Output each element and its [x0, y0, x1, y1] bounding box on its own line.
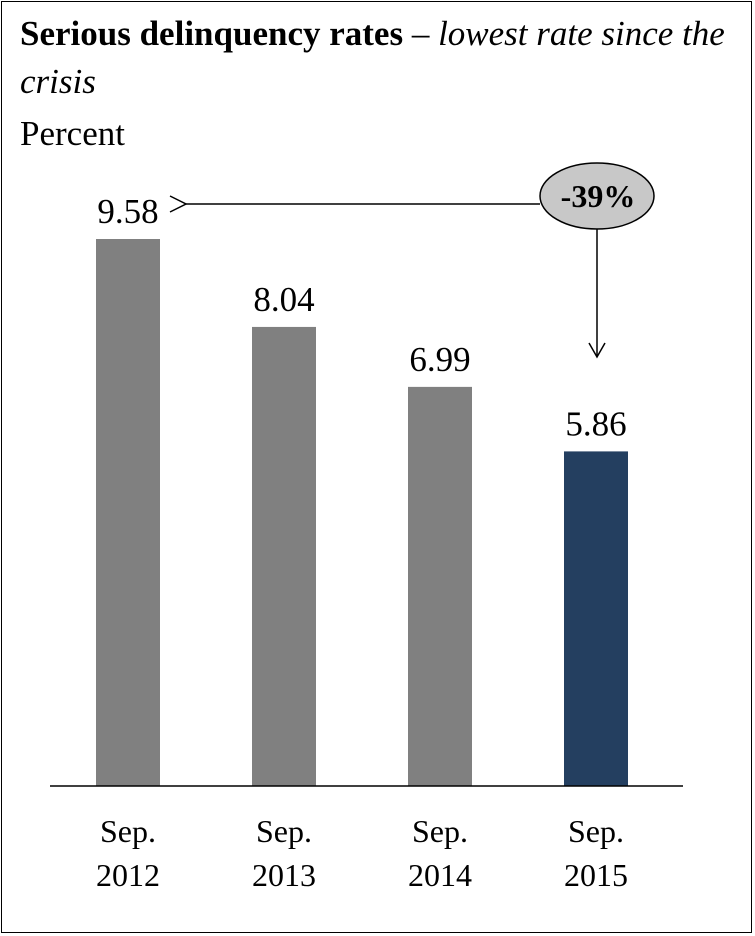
chart-title: Serious delinquency rates – lowest rate … [20, 10, 740, 106]
annotation-label: -39% [561, 178, 636, 214]
chart-title-main: Serious delinquency rates [20, 14, 404, 53]
chart-subtitle: lowest rate since the crisis [20, 14, 725, 101]
annotation-ellipse [539, 162, 655, 230]
unit-label: Percent [20, 114, 125, 153]
chart-title-separator: – [403, 14, 439, 53]
bar-2013 [252, 326, 316, 786]
x-tick-label-2013-line2: 2013 [252, 857, 316, 893]
x-tick-label-2012-line1: Sep. [100, 813, 156, 849]
x-tick-label-2015-line2: 2015 [564, 857, 628, 893]
bar-2014 [408, 386, 472, 786]
value-label-2015: 5.86 [565, 404, 626, 443]
value-label-2012: 9.58 [97, 192, 158, 231]
x-tick-label-2013-line1: Sep. [256, 813, 312, 849]
x-tick-label-2015-line1: Sep. [568, 813, 624, 849]
x-tick-label-2012-line2: 2012 [96, 857, 160, 893]
bar-2015 [564, 451, 628, 786]
value-label-2013: 8.04 [253, 280, 314, 319]
bar-2012 [96, 239, 160, 786]
annotation-arrow-vertical-head [588, 342, 606, 359]
x-tick-label-2014-line1: Sep. [412, 813, 468, 849]
value-label-2014: 6.99 [409, 340, 470, 379]
x-tick-label-2014-line2: 2014 [408, 857, 472, 893]
